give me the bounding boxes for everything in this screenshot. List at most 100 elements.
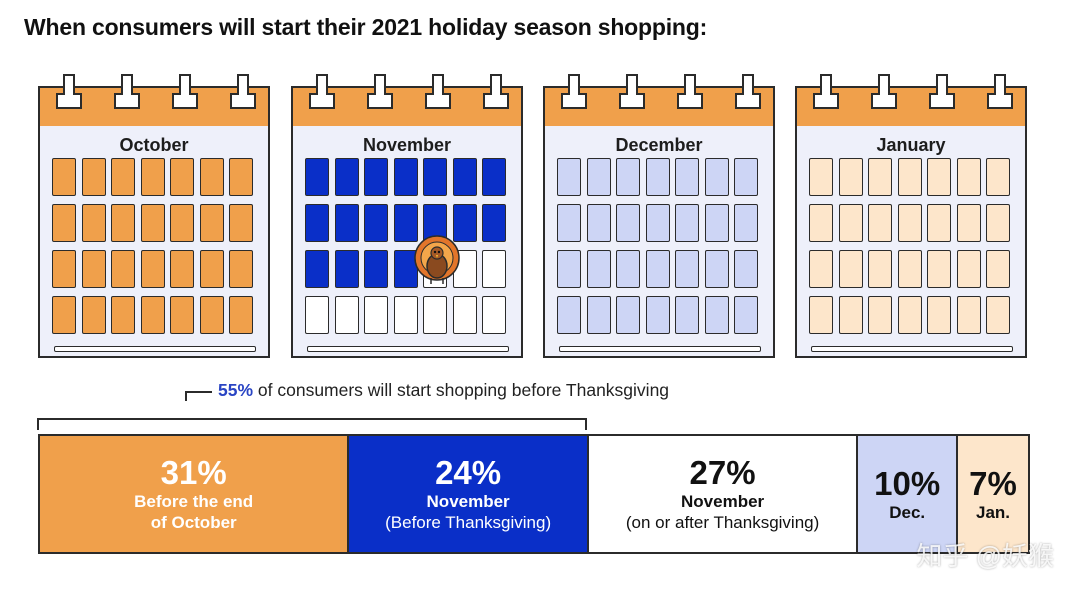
day-cell-filled (734, 296, 758, 334)
day-cell-filled (557, 158, 581, 196)
day-cell-filled (986, 204, 1010, 242)
day-cell-filled (364, 204, 388, 242)
segment-label-line1: Before the end (134, 492, 254, 511)
binder-ring-icon (309, 74, 335, 109)
day-cell-filled (170, 158, 194, 196)
day-cell-filled (199, 158, 224, 196)
day-cell-filled (645, 250, 670, 288)
day-cell-filled (111, 158, 135, 196)
day-cell-filled (704, 204, 729, 242)
calendar-day-grid (52, 158, 253, 334)
bar-segment: 7% Jan. (958, 436, 1028, 552)
bar-segment: 27% November (on or after Thanksgiving) (588, 436, 859, 552)
day-cell-filled (645, 296, 670, 334)
binder-ring-icon (871, 74, 897, 109)
day-cell-filled (452, 158, 477, 196)
day-cell-filled (675, 204, 699, 242)
day-cell-filled (734, 158, 758, 196)
day-cell-filled (81, 250, 106, 288)
day-cell-filled (809, 204, 833, 242)
day-cell-filled (111, 204, 135, 242)
binder-ring-icon (114, 74, 140, 109)
thanksgiving-note: 55% of consumers will start shopping bef… (218, 380, 669, 401)
day-cell-filled (868, 296, 892, 334)
bar-segment: 10% Dec. (858, 436, 959, 552)
day-cell-filled (927, 296, 951, 334)
calendar-footer-bar (54, 346, 256, 352)
day-cell-empty (482, 296, 506, 334)
day-cell-filled (809, 296, 833, 334)
calendar-month-label: October (119, 135, 189, 155)
day-cell-filled (52, 296, 76, 334)
segment-label-line2: (Before Thanksgiving) (385, 513, 552, 532)
note-percent: 55% (218, 380, 254, 400)
day-cell-filled (838, 158, 863, 196)
watermark: 知乎 @妖猴 (916, 541, 1054, 571)
segment-label-line2: of October (150, 513, 237, 532)
day-cell-filled (111, 250, 135, 288)
day-cell-filled (586, 158, 611, 196)
turkey-icon (414, 235, 460, 284)
day-cell-filled (734, 204, 758, 242)
day-cell-filled (956, 204, 981, 242)
day-cell-filled (645, 204, 670, 242)
day-cell-filled (140, 204, 165, 242)
day-cell-filled (81, 296, 106, 334)
calendar-month-label: November (362, 135, 452, 155)
calendar-day-grid (809, 158, 1010, 334)
binder-ring-icon (425, 74, 451, 109)
day-cell-filled (927, 250, 951, 288)
day-cell-filled (229, 204, 253, 242)
day-cell-empty (393, 296, 418, 334)
calendar-november: November (291, 72, 527, 358)
binder-ring-icon (813, 74, 839, 109)
day-cell-filled (334, 204, 359, 242)
day-cell-filled (305, 250, 329, 288)
chart-title: When consumers will start their 2021 hol… (24, 14, 708, 40)
day-cell-filled (838, 296, 863, 334)
segment-value-label: 24% (435, 454, 502, 491)
day-cell-filled (586, 250, 611, 288)
day-cell-filled (586, 204, 611, 242)
day-cell-filled (305, 204, 329, 242)
day-cell-filled (704, 158, 729, 196)
day-cell-filled (675, 296, 699, 334)
calendar-month-label: January (876, 135, 946, 155)
day-cell-empty (452, 296, 477, 334)
day-cell-filled (809, 250, 833, 288)
day-cell-filled (393, 204, 418, 242)
segment-value-label: 7% (969, 464, 1017, 502)
binder-ring-icon (619, 74, 645, 109)
binder-ring-icon (56, 74, 82, 109)
day-cell-filled (482, 204, 506, 242)
bar-segment: 24% November (Before Thanksgiving) (349, 436, 589, 552)
day-cell-filled (140, 158, 165, 196)
day-cell-filled (229, 296, 253, 334)
bracket (37, 391, 587, 430)
segment-label-line1: Jan. (976, 502, 1011, 522)
calendar-month-label: December (615, 135, 703, 155)
segment-label-line1: November (426, 492, 510, 511)
day-cell-filled (956, 296, 981, 334)
calendar-footer-bar (559, 346, 761, 352)
calendar-december: December (543, 72, 779, 358)
segment-label-line1: Dec. (889, 502, 926, 522)
day-cell-filled (140, 296, 165, 334)
day-cell-filled (956, 250, 981, 288)
day-cell-filled (616, 158, 640, 196)
day-cell-filled (170, 296, 194, 334)
day-cell-filled (868, 204, 892, 242)
binder-ring-icon (172, 74, 198, 109)
day-cell-filled (675, 158, 699, 196)
day-cell-filled (956, 158, 981, 196)
day-cell-filled (52, 158, 76, 196)
day-cell-filled (170, 204, 194, 242)
day-cell-filled (557, 250, 581, 288)
day-cell-filled (364, 158, 388, 196)
day-cell-filled (452, 204, 477, 242)
day-cell-filled (557, 204, 581, 242)
day-cell-filled (586, 296, 611, 334)
day-cell-filled (334, 158, 359, 196)
binder-ring-icon (677, 74, 703, 109)
day-cell-filled (423, 158, 447, 196)
